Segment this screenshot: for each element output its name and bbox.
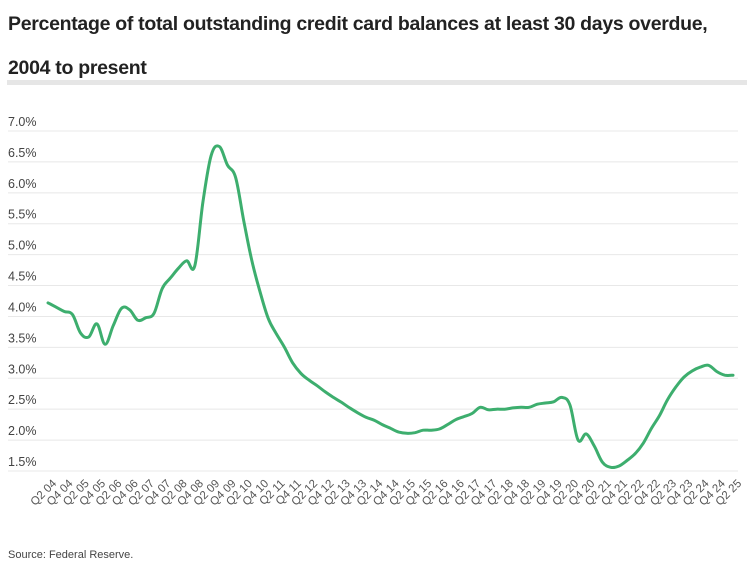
title-divider: [7, 80, 747, 85]
y-tick-label: 2.5%: [8, 393, 37, 407]
series-line-delinquency: [46, 144, 735, 470]
y-tick-label: 3.5%: [8, 331, 37, 345]
chart-title-line-2: 2004 to present: [8, 57, 147, 79]
y-tick-label: 5.5%: [8, 208, 37, 222]
y-tick-label: 4.5%: [8, 270, 37, 284]
source-note: Source: Federal Reserve.: [8, 549, 134, 561]
y-tick-label: 6.0%: [8, 177, 37, 191]
series-group: [46, 144, 735, 470]
chart-title: Percentage of total outstanding credit c…: [8, 2, 748, 90]
y-tick-label: 3.0%: [8, 362, 37, 376]
y-tick-label: 6.5%: [8, 146, 37, 160]
y-tick-label: 2.0%: [8, 424, 37, 438]
y-tick-label: 4.0%: [8, 300, 37, 314]
y-tick-label: 7.0%: [8, 115, 37, 129]
y-tick-label: 1.5%: [8, 455, 37, 469]
y-axis-ticks: 1.5% 2.0% 2.5% 3.0% 3.5% 4.0% 4.5% 5.0% 5.5% 6.0%…: [8, 115, 37, 469]
gridlines: [8, 130, 738, 472]
y-tick-label: 5.0%: [8, 239, 37, 253]
chart-title-line-1: Percentage of total outstanding credit c…: [8, 13, 708, 35]
